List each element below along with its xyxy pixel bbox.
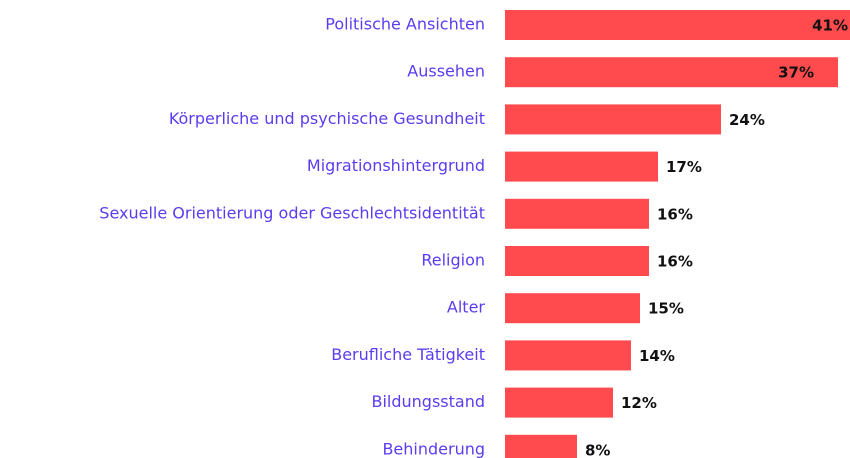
category-label: Religion — [421, 251, 485, 270]
bar — [505, 57, 838, 88]
value-label: 16% — [657, 205, 693, 223]
category-label: Behinderung — [382, 439, 485, 458]
bar — [505, 387, 613, 418]
category-label: Alter — [447, 298, 486, 317]
bar — [505, 293, 640, 324]
value-label: 12% — [621, 394, 657, 412]
value-label: 14% — [639, 347, 675, 365]
bar — [505, 10, 850, 40]
value-label: 17% — [666, 158, 702, 176]
category-label: Körperliche und psychische Gesundheit — [169, 109, 485, 128]
value-label: 41% — [812, 17, 848, 35]
category-label: Aussehen — [407, 62, 485, 81]
bar — [505, 104, 721, 135]
category-label: Sexuelle Orientierung oder Geschlechtsid… — [99, 203, 485, 222]
value-label: 16% — [657, 253, 693, 271]
value-label: 15% — [648, 300, 684, 318]
bar — [505, 434, 577, 458]
bar — [505, 151, 658, 182]
bar — [505, 246, 649, 276]
bar — [505, 198, 649, 229]
category-label: Bildungsstand — [371, 392, 485, 411]
value-label: 24% — [729, 111, 765, 129]
bar — [505, 340, 631, 371]
category-label: Politische Ansichten — [325, 15, 485, 34]
category-label: Berufliche Tätigkeit — [331, 345, 485, 364]
value-label: 37% — [778, 64, 814, 82]
category-label: Migrationshintergrund — [307, 156, 485, 175]
value-label: 8% — [585, 441, 610, 458]
